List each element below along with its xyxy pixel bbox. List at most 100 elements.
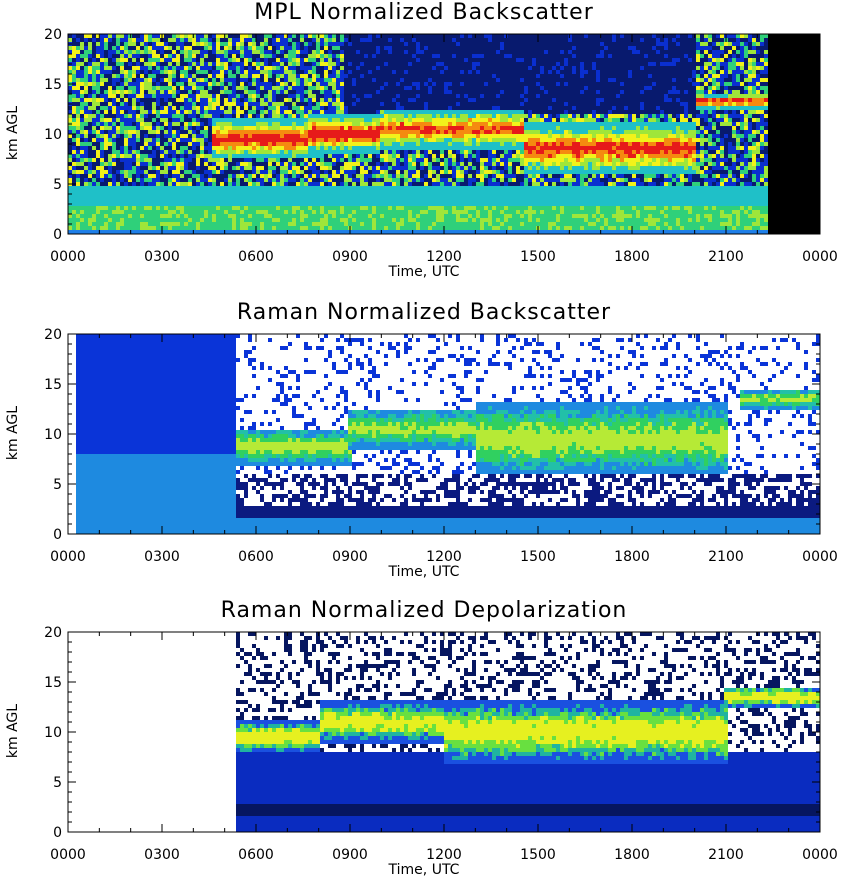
heatmap-cell [424,162,429,167]
heatmap-cell [168,66,173,71]
heatmap-cell [124,202,129,207]
heatmap-cell [124,218,129,223]
heatmap-cell [324,190,329,195]
heatmap-cell [320,110,325,115]
heatmap-cell [272,158,277,163]
heatmap-cell [272,230,277,235]
heatmap-cell [408,82,413,87]
heatmap-cell [336,174,341,179]
heatmap-cell [200,166,205,171]
heatmap-cell [280,206,285,211]
heatmap-cell [256,146,261,151]
heatmap-cell [380,142,385,147]
heatmap-cell [376,170,381,175]
heatmap-cell [392,110,397,115]
heatmap-cell [240,174,245,179]
heatmap-cell [164,174,169,179]
heatmap-cell [328,230,333,235]
heatmap-cell [340,106,345,111]
heatmap-cell [104,178,109,183]
heatmap-cell [276,34,281,39]
heatmap-cell [128,194,133,199]
heatmap-cell [344,194,349,199]
heatmap-cell [448,86,453,91]
heatmap-cell [384,158,389,163]
heatmap-cell [296,66,301,71]
heatmap-cell [316,126,321,131]
heatmap-cell [244,126,249,131]
heatmap-cell [384,34,389,39]
heatmap-cell [316,42,321,47]
heatmap-cell [432,178,437,183]
heatmap-cell [316,206,321,211]
heatmap-cell [432,194,437,199]
heatmap-cell [440,182,445,187]
heatmap-cell [180,78,185,83]
heatmap-cell [364,146,369,151]
heatmap-cell [464,158,469,163]
heatmap-cell [260,130,265,135]
heatmap-cell [248,206,253,211]
heatmap-cell [424,38,429,43]
heatmap-cell [444,50,449,55]
heatmap-cell [420,190,425,195]
heatmap-cell [344,78,349,83]
heatmap-cell [316,46,321,51]
heatmap-cell [140,98,145,103]
heatmap-cell [84,82,89,87]
heatmap-cell [328,62,333,67]
heatmap-cell [332,42,337,47]
heatmap-cell [168,94,173,99]
heatmap-cell [276,226,281,231]
heatmap-cell [364,150,369,155]
heatmap-cell [440,210,445,215]
heatmap-cell [308,194,313,199]
heatmap-cell [340,114,345,119]
heatmap-cell [344,122,349,127]
heatmap-cell [464,46,469,51]
heatmap-cell [328,146,333,151]
heatmap-cell [116,102,121,107]
heatmap-cell [404,142,409,147]
heatmap-cell [316,142,321,147]
heatmap-cell [288,42,293,47]
heatmap-cell [452,158,457,163]
heatmap-cell [324,118,329,123]
heatmap-cell [356,42,361,47]
heatmap-cell [280,194,285,199]
heatmap-cell [244,118,249,123]
heatmap-cell [296,70,301,75]
heatmap-cell [244,130,249,135]
heatmap-cell [128,198,133,203]
heatmap-cell [312,122,317,127]
heatmap-cell [172,102,177,107]
heatmap-cell [228,42,233,47]
heatmap-cell [408,46,413,51]
heatmap-cell [100,74,105,79]
heatmap-cell [140,142,145,147]
heatmap-cell [160,110,165,115]
heatmap-cell [336,158,341,163]
heatmap-cell [180,38,185,43]
heatmap-cell [180,126,185,131]
heatmap-cell [184,182,189,187]
heatmap-cell [188,86,193,91]
heatmap-cell [100,82,105,87]
heatmap-cell [460,74,465,79]
heatmap-cell [280,158,285,163]
heatmap-cell [428,90,433,95]
heatmap-cell [184,86,189,91]
heatmap-cell [416,50,421,55]
heatmap-cell [404,98,409,103]
heatmap-cell [448,130,453,135]
heatmap-cell [392,102,397,107]
heatmap-cell [100,42,105,47]
heatmap-cell [416,62,421,67]
heatmap-cell [152,110,157,115]
heatmap-cell [364,190,369,195]
heatmap-cell [352,134,357,139]
heatmap-cell [292,106,297,111]
heatmap-cell [256,86,261,91]
heatmap-cell [188,170,193,175]
heatmap-cell [256,34,261,39]
